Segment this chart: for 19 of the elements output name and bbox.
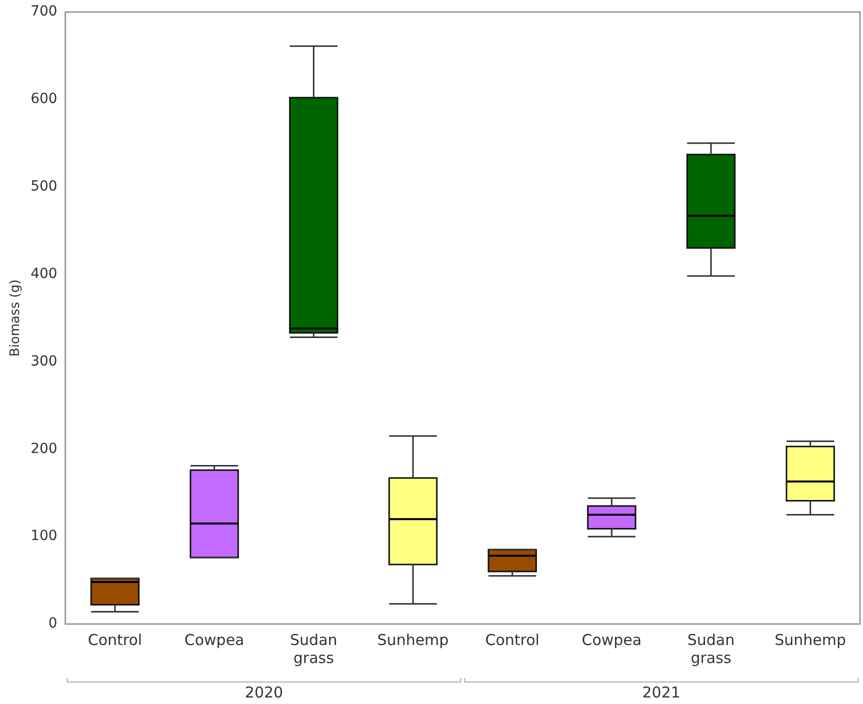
x-tick-label: Control [485,630,540,649]
x-tick-label: Sudan grass [687,630,735,667]
y-tick-label: 500 [30,178,58,194]
y-tick-label: 700 [30,4,58,20]
y-tick-label: 200 [30,440,58,457]
x-tick-label: Cowpea [184,630,244,649]
y-tick-label: 600 [30,91,58,108]
y-tick-label: 300 [30,353,58,370]
y-tick-label: 100 [30,528,58,544]
text: 2021 [642,683,680,702]
x-tick-label: Control [88,630,142,649]
x-tick-label: Sunhemp [377,630,449,649]
x-tick-label: Cowpea [582,630,642,649]
x-tick-label: Sudan grass [290,630,338,667]
y-tick-label: 0 [48,616,58,632]
x-tick-label: Sunhemp [774,630,846,649]
text: 2020 [244,683,284,702]
y-tick-label: 400 [30,266,58,282]
y-axis-title: Biomass (g) [8,279,24,357]
